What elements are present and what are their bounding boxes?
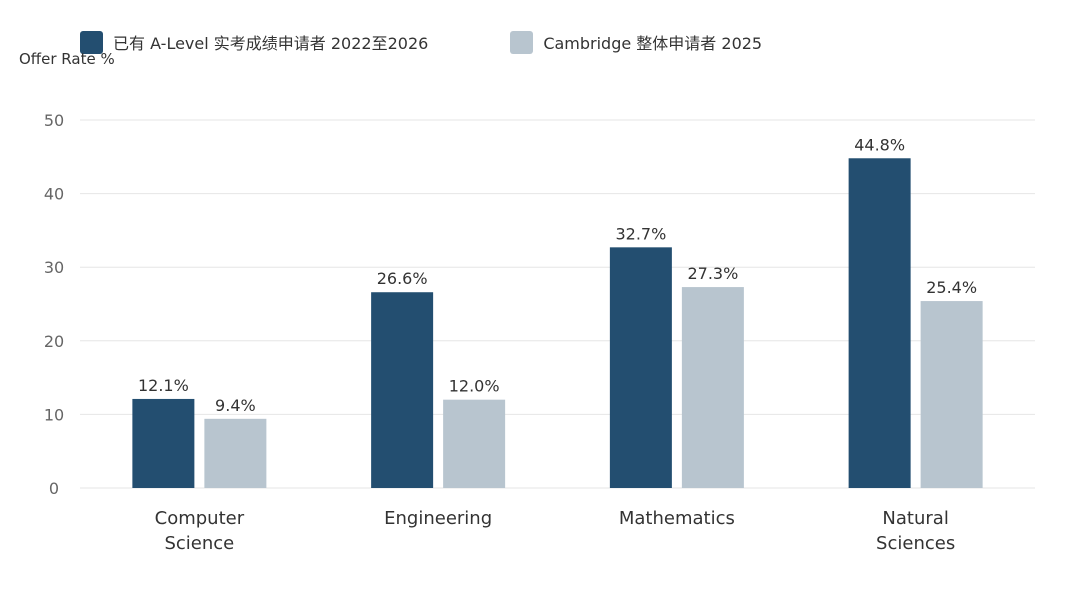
bar-series-2-1	[443, 399, 506, 488]
x-tick-label-2-0: Mathematics	[619, 508, 735, 529]
bar-series-2-3	[920, 301, 983, 488]
legend: 已有 A-Level 实考成绩申请者 2022至2026 Cambridge 整…	[80, 30, 844, 54]
legend-label-series-1: 已有 A-Level 实考成绩申请者 2022至2026	[113, 34, 429, 53]
data-label-series-2-0: 9.4%	[215, 396, 256, 415]
bar-series-1-2	[609, 247, 672, 488]
bar-series-1-0	[132, 398, 195, 488]
data-label-series-1-3: 44.8%	[854, 135, 905, 154]
data-label-series-2-3: 25.4%	[926, 278, 977, 297]
data-label-series-1-1: 26.6%	[377, 269, 428, 288]
bar-series-1-1	[371, 292, 434, 488]
legend-label-series-2: Cambridge 整体申请者 2025	[543, 34, 763, 53]
y-tick-label: 10	[44, 405, 64, 424]
bar-series-1-3	[848, 158, 911, 488]
y-tick-label: 20	[44, 332, 64, 351]
x-tick-label-0-0: Computer	[155, 508, 245, 529]
y-axis-label: Offer Rate %	[19, 50, 115, 68]
legend-swatch-series-2	[510, 30, 534, 54]
data-label-series-1-0: 12.1%	[138, 376, 189, 395]
y-tick-label: 40	[44, 185, 64, 204]
y-tick-label: 0	[49, 479, 59, 498]
data-label-series-2-1: 12.0%	[449, 377, 500, 396]
x-tick-label-3-0: Natural	[882, 508, 948, 529]
y-tick-label: 50	[44, 111, 64, 130]
bar-series-2-2	[681, 287, 744, 488]
x-tick-label-1-0: Engineering	[384, 508, 492, 529]
data-label-series-1-2: 32.7%	[615, 224, 666, 243]
legend-item-series-2: Cambridge 整体申请者 2025	[510, 30, 762, 54]
bar-series-2-0	[204, 418, 267, 488]
x-tick-label-0-1: Science	[164, 533, 234, 554]
y-tick-label: 30	[44, 258, 64, 277]
legend-swatch-series-1	[80, 30, 103, 54]
data-label-series-2-2: 27.3%	[687, 264, 738, 283]
legend-item-series-1: 已有 A-Level 实考成绩申请者 2022至2026	[80, 30, 428, 54]
x-tick-label-3-1: Sciences	[876, 533, 955, 554]
